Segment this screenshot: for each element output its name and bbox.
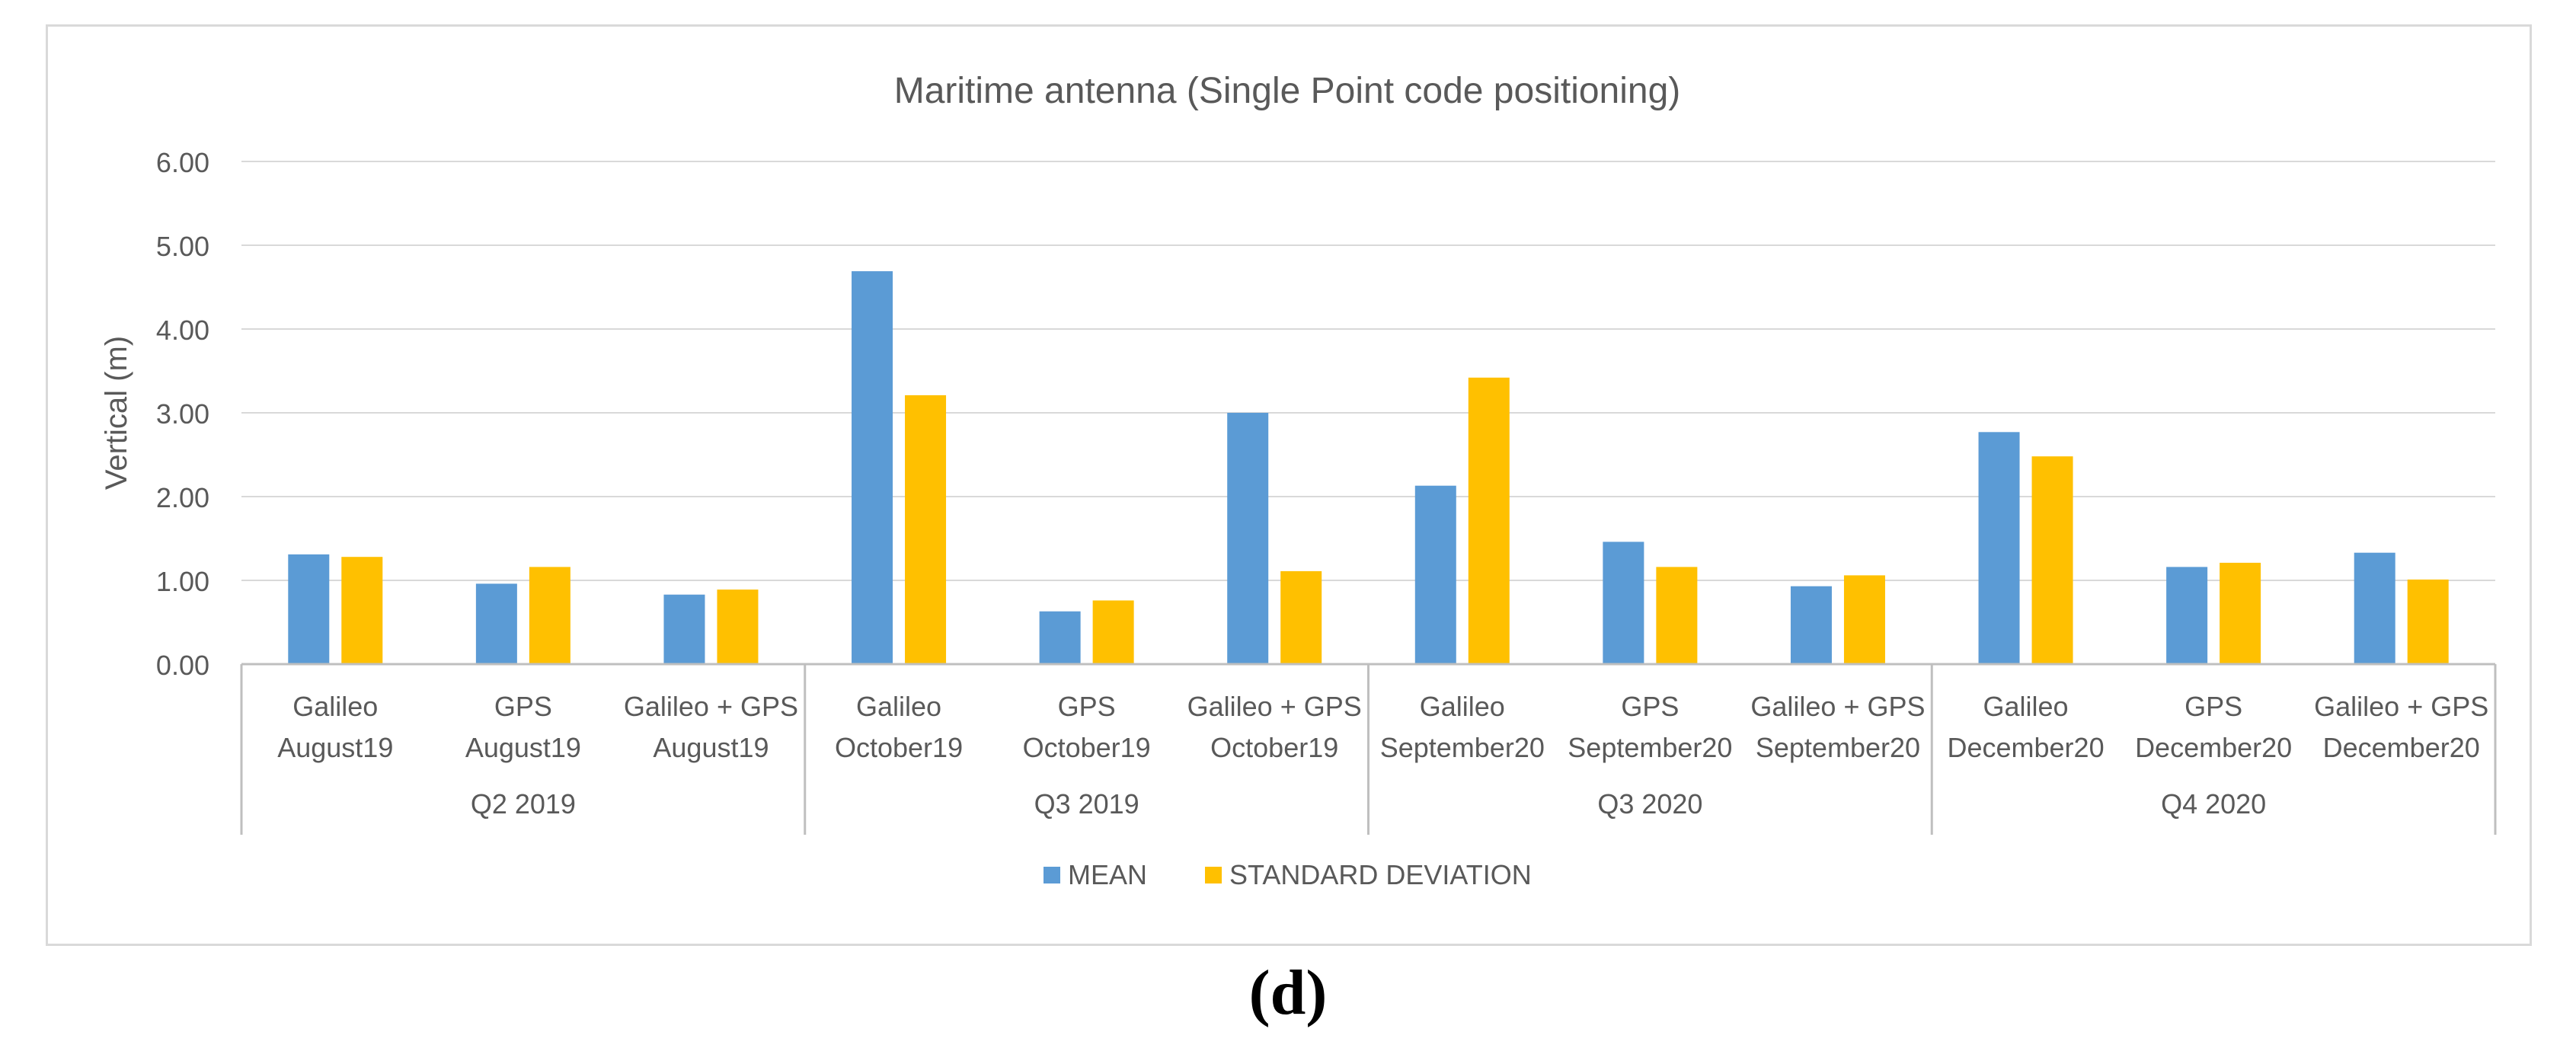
bar-mean (2354, 552, 2395, 664)
y-tick-label: 3.00 (156, 398, 209, 430)
legend-label: MEAN (1068, 859, 1147, 890)
legend-swatch (1044, 867, 1060, 883)
x-category-period: December20 (1947, 732, 2104, 763)
y-tick-label: 5.00 (156, 231, 209, 262)
bar-mean (2166, 567, 2208, 664)
bar-mean (1603, 542, 1644, 664)
x-quarter-label: Q3 2020 (1597, 788, 1702, 820)
x-category-period: October19 (835, 732, 963, 763)
x-category-system: Galileo (856, 691, 941, 722)
x-quarter-label: Q4 2020 (2161, 788, 2266, 820)
x-category-period: September20 (1568, 732, 1732, 763)
panel-label: (d) (1248, 957, 1328, 1028)
y-tick-label: 1.00 (156, 566, 209, 597)
legend-swatch (1205, 867, 1222, 883)
bar-std (717, 590, 759, 664)
x-category-system: Galileo + GPS (1750, 691, 1925, 722)
bar-mean (1978, 432, 2020, 664)
y-tick-label: 4.00 (156, 315, 209, 346)
y-tick-label: 6.00 (156, 147, 209, 178)
chart-frame (46, 24, 2532, 946)
bar-std (1656, 567, 1698, 664)
x-category-period: December20 (2135, 732, 2292, 763)
y-tick-label: 0.00 (156, 650, 209, 681)
x-category-system: Galileo (1983, 691, 2069, 722)
x-quarter-label: Q3 2019 (1034, 788, 1139, 820)
bar-std (1843, 575, 1885, 664)
bar-mean (1227, 413, 1269, 664)
bar-mean (1414, 485, 1456, 664)
y-tick-label: 2.00 (156, 482, 209, 513)
x-category-period: December20 (2323, 732, 2480, 763)
bar-std (1280, 570, 1322, 664)
x-category-system: Galileo + GPS (2314, 691, 2488, 722)
x-category-system: Galileo + GPS (624, 691, 798, 722)
legend-label: STANDARD DEVIATION (1229, 859, 1532, 890)
x-category-period: September20 (1380, 732, 1545, 763)
bar-std (529, 567, 570, 664)
x-category-system: Galileo (292, 691, 378, 722)
x-category-period: August19 (277, 732, 393, 763)
bar-mean (1790, 586, 1832, 664)
bar-mean (1039, 611, 1081, 664)
bar-mean (852, 271, 893, 665)
x-category-system: GPS (1621, 691, 1679, 722)
x-category-period: October19 (1023, 732, 1151, 763)
bar-mean (663, 594, 705, 664)
x-category-period: October19 (1210, 732, 1338, 763)
bar-std (2031, 456, 2073, 664)
x-category-period: August19 (465, 732, 581, 763)
x-category-system: Galileo (1420, 691, 1505, 722)
x-category-system: GPS (2184, 691, 2242, 722)
bar-std (1092, 600, 1134, 664)
chart-title: Maritime antenna (Single Point code posi… (894, 71, 1681, 111)
x-category-system: GPS (494, 691, 552, 722)
y-axis-label: Vertical (m) (100, 336, 133, 490)
bar-mean (475, 583, 517, 664)
bar-std (2407, 579, 2449, 664)
bar-std (905, 395, 947, 664)
x-category-system: Galileo + GPS (1187, 691, 1362, 722)
bar-std (1468, 377, 1510, 664)
x-quarter-label: Q2 2019 (471, 788, 576, 820)
bar-std (2220, 562, 2261, 664)
bar-mean (288, 554, 330, 664)
x-category-period: August19 (653, 732, 769, 763)
x-category-system: GPS (1058, 691, 1116, 722)
x-category-period: September20 (1756, 732, 1920, 763)
bar-std (341, 557, 383, 664)
